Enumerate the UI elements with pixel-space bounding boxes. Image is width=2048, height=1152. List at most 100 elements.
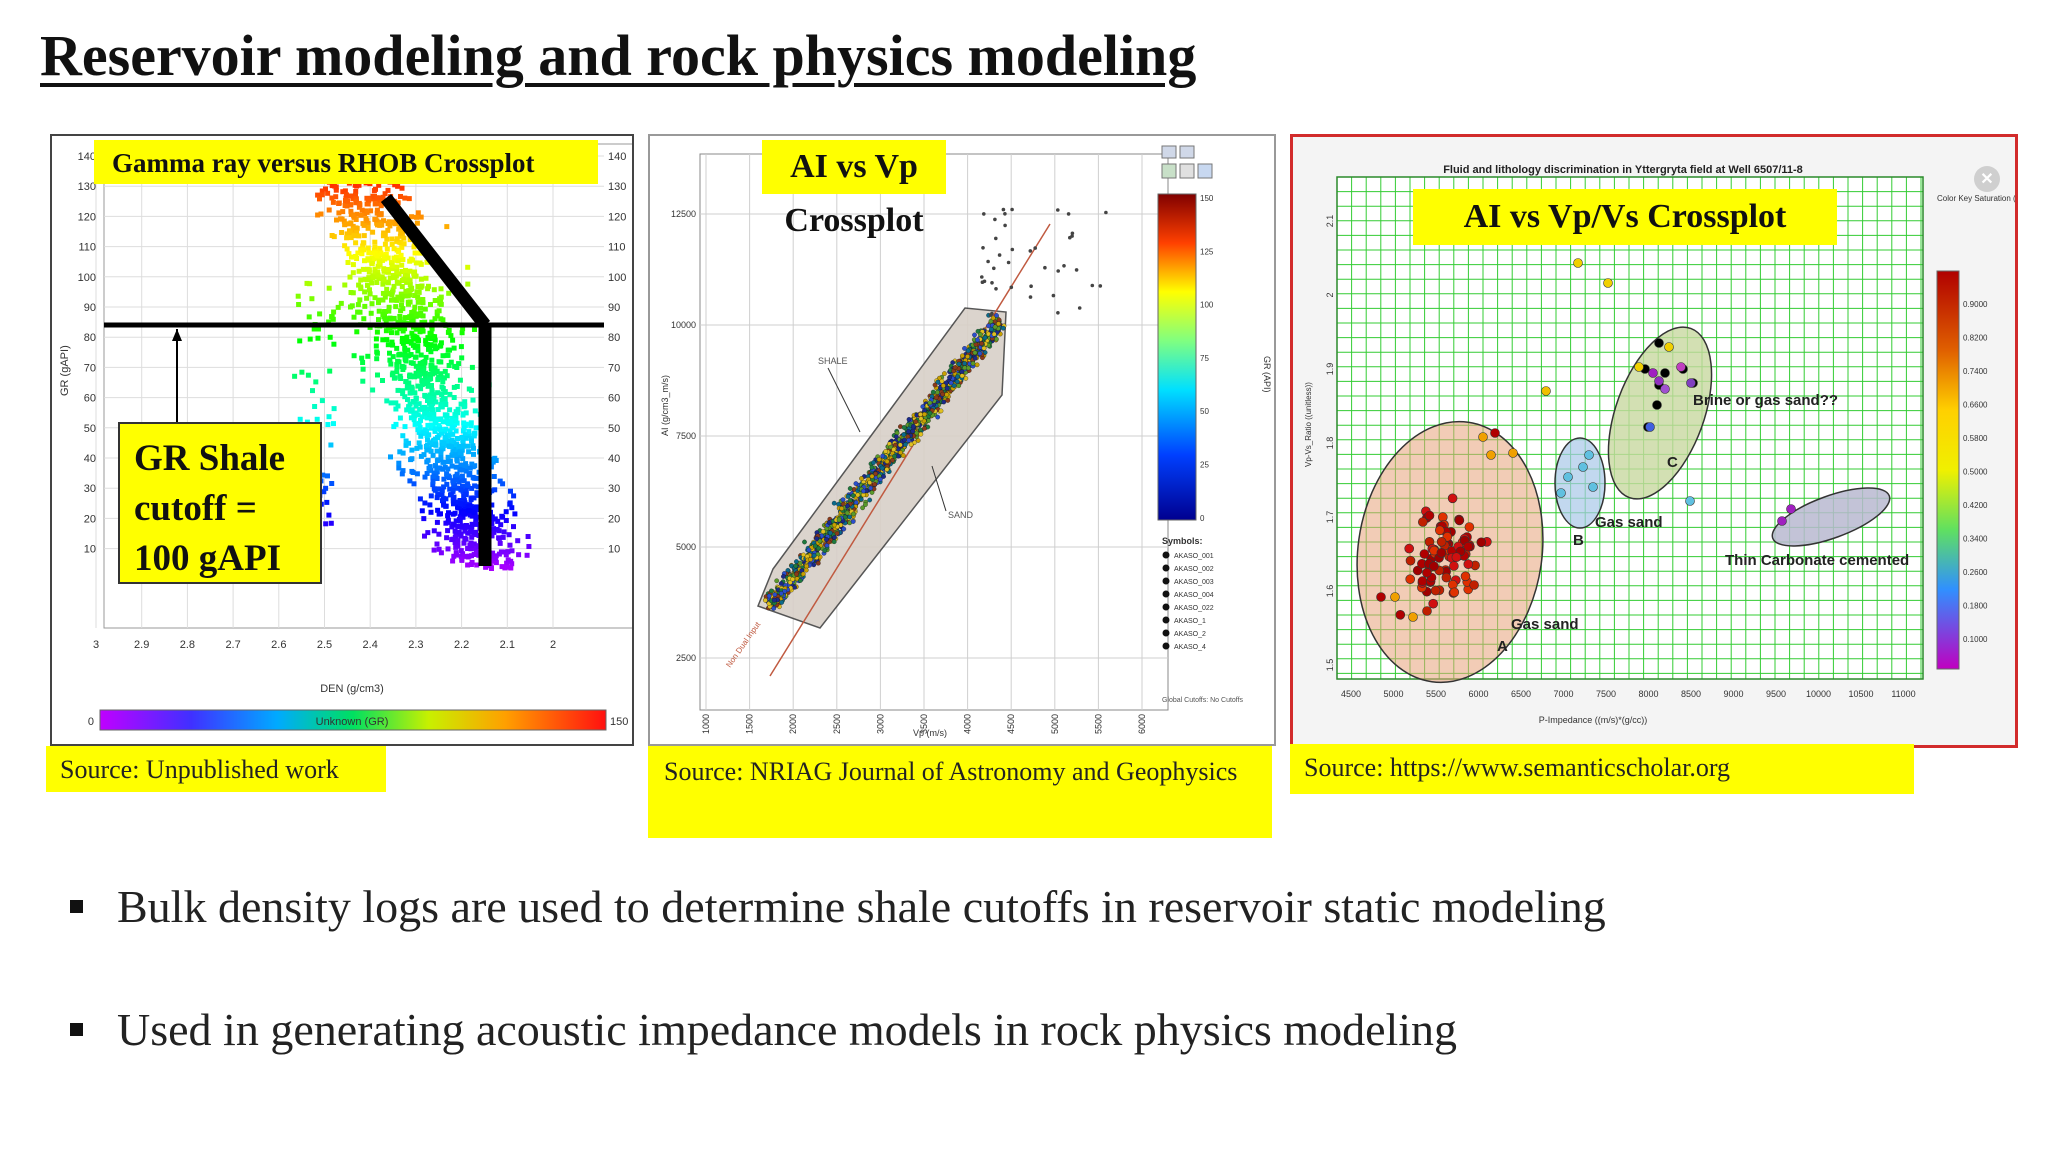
data-point xyxy=(404,334,410,340)
data-point xyxy=(908,442,914,447)
symbol-entry: AKASO_002 xyxy=(1174,566,1214,573)
data-point xyxy=(872,481,878,487)
data-point xyxy=(406,301,411,307)
y-tick-label: 2.1 xyxy=(1325,215,1335,228)
data-point xyxy=(415,343,421,349)
data-point xyxy=(1056,269,1060,273)
data-point xyxy=(977,351,983,356)
data-point xyxy=(421,452,427,458)
data-point xyxy=(413,370,419,376)
data-point xyxy=(901,425,907,430)
data-point xyxy=(861,488,866,494)
data-point xyxy=(356,204,362,210)
data-point xyxy=(763,597,768,603)
y-tick-label: 70 xyxy=(84,362,96,374)
data-point xyxy=(353,225,359,231)
ai-vp-crossplot: SHALE SAND Non Dual Input 12500100007500… xyxy=(660,145,1272,738)
data-point xyxy=(410,360,416,366)
data-point xyxy=(867,480,873,485)
data-point xyxy=(456,361,462,367)
data-point xyxy=(433,399,439,405)
data-point xyxy=(430,482,436,488)
data-point xyxy=(356,182,362,188)
data-point xyxy=(1584,450,1594,460)
data-point xyxy=(370,229,376,235)
data-point xyxy=(471,552,477,557)
data-point xyxy=(844,510,850,516)
data-point xyxy=(412,304,418,310)
data-point xyxy=(351,314,357,320)
data-point xyxy=(501,529,507,535)
data-point xyxy=(466,472,472,478)
toolbar-icon[interactable] xyxy=(1197,163,1213,179)
toolbar-icon[interactable] xyxy=(1179,145,1195,159)
data-point xyxy=(382,232,388,238)
data-point xyxy=(499,513,505,519)
data-point xyxy=(466,508,472,514)
data-point xyxy=(461,420,467,426)
toolbar-icon[interactable] xyxy=(1161,145,1177,159)
data-point xyxy=(374,329,380,335)
data-point xyxy=(1490,428,1500,438)
colorbar-tick: 0 xyxy=(1200,514,1205,523)
data-point xyxy=(399,335,405,341)
data-point xyxy=(378,250,384,256)
color-key-value: 0.8200 xyxy=(1963,334,1988,343)
data-point xyxy=(383,267,389,272)
data-point xyxy=(456,443,462,449)
data-point xyxy=(440,495,446,501)
data-point xyxy=(405,273,410,278)
data-point xyxy=(460,511,466,517)
toolbar-icon[interactable] xyxy=(1179,163,1195,179)
data-point xyxy=(458,548,464,554)
data-point xyxy=(500,534,506,540)
data-point xyxy=(396,249,402,255)
data-point xyxy=(311,326,317,332)
data-point xyxy=(420,300,426,306)
data-point xyxy=(418,214,424,220)
data-point xyxy=(422,359,428,364)
y-tick-label: 80 xyxy=(608,332,620,344)
close-icon[interactable] xyxy=(1974,166,2000,192)
data-point xyxy=(450,449,456,455)
data-point xyxy=(428,422,434,428)
data-point xyxy=(399,244,405,250)
data-point xyxy=(348,208,354,214)
data-point xyxy=(400,365,406,370)
y-tick-label: 30 xyxy=(608,483,620,495)
data-point xyxy=(963,376,969,381)
data-point xyxy=(329,233,335,238)
data-point xyxy=(913,419,919,425)
data-point xyxy=(869,473,875,479)
y-tick-label: 110 xyxy=(78,242,96,254)
data-point xyxy=(333,184,339,190)
toolbar-icon[interactable] xyxy=(1161,163,1177,179)
data-point xyxy=(470,474,476,480)
data-point xyxy=(372,216,378,222)
data-point xyxy=(959,373,965,379)
data-point xyxy=(429,442,435,447)
data-point xyxy=(993,217,997,222)
data-point xyxy=(326,512,332,518)
data-point xyxy=(466,553,472,559)
data-point xyxy=(1043,265,1047,270)
data-point xyxy=(778,581,784,586)
data-point xyxy=(454,456,460,462)
data-point xyxy=(778,591,784,596)
data-point xyxy=(318,211,324,217)
data-point xyxy=(422,410,428,416)
data-point xyxy=(376,308,382,314)
data-point xyxy=(360,243,366,249)
data-point xyxy=(883,449,889,454)
data-point xyxy=(452,452,458,458)
data-point xyxy=(1422,606,1432,616)
data-point xyxy=(444,415,450,421)
data-point xyxy=(418,386,424,392)
data-point xyxy=(384,269,390,275)
data-point xyxy=(422,500,428,506)
y-tick-label: 2 xyxy=(1325,292,1335,297)
data-point xyxy=(798,578,803,583)
data-point xyxy=(325,190,331,196)
color-key-value: 0.9000 xyxy=(1963,300,1988,309)
data-point xyxy=(1029,284,1033,288)
